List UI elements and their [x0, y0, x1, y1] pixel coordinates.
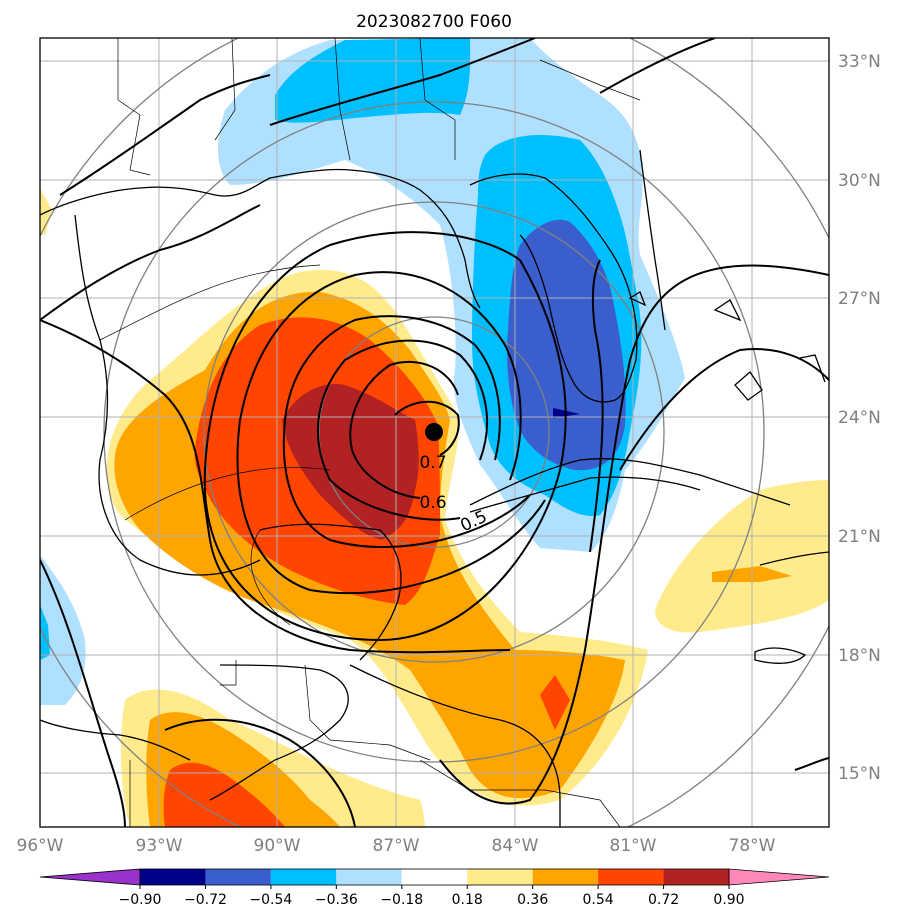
lat-tick: 33°N — [838, 52, 881, 72]
lat-tick: 21°N — [838, 527, 881, 547]
distance-rings — [40, 38, 829, 827]
colorbar-tick-label: 0.18 — [452, 892, 483, 908]
lat-tick-labels: 33°N 30°N 27°N 24°N 21°N 18°N 15°N — [838, 52, 881, 784]
colorbar-bin — [401, 869, 468, 885]
blue-region-west — [40, 605, 50, 660]
lon-tick: 90°W — [254, 836, 301, 856]
map-area: 0.7 0.6 0.5 — [40, 38, 829, 827]
colorbar-tick-label: −0.54 — [249, 892, 292, 908]
colorbar-tick-label: −0.36 — [315, 892, 358, 908]
map-title: 2023082700 F060 — [356, 12, 512, 32]
lon-tick: 93°W — [136, 836, 183, 856]
colorbar-bin — [467, 869, 533, 885]
lat-tick: 27°N — [838, 289, 881, 309]
colorbar-frame — [139, 868, 730, 886]
colorbar-bin — [270, 869, 337, 885]
contour-0-6 — [349, 360, 459, 499]
colorbar-tick-label: −0.90 — [119, 892, 162, 908]
lon-tick-labels: 96°W 93°W 90°W 87°W 84°W 81°W 78°W — [17, 836, 776, 856]
colorbar-bin — [663, 869, 729, 885]
colorbar-extend-high — [728, 868, 830, 886]
colorbar-tick-label: 0.72 — [648, 892, 679, 908]
lon-tick: 87°W — [373, 836, 420, 856]
contour-label-0-6: 0.6 — [419, 493, 446, 513]
coastlines — [40, 149, 829, 827]
light-blue-region-west — [40, 555, 86, 705]
borders — [99, 38, 641, 827]
lat-tick: 18°N — [838, 646, 881, 666]
contour-ring-2 — [203, 231, 567, 642]
red-spot-jamaica — [540, 675, 570, 730]
lon-tick: 96°W — [17, 836, 64, 856]
contour-ring-4 — [282, 315, 531, 548]
lat-tick: 24°N — [838, 408, 881, 428]
contour-0-5 — [317, 339, 488, 521]
colorbar: −0.90 −0.72 −0.54 −0.36 −0.18 0.18 0.36 0.54 0.7… — [39, 868, 830, 908]
yellow-region-east — [655, 480, 829, 633]
lon-tick: 81°W — [610, 836, 657, 856]
red-core-sw — [163, 762, 285, 827]
colorbar-tick-label: 0.36 — [517, 892, 548, 908]
lat-tick: 15°N — [838, 764, 881, 784]
contour-0-7 — [394, 400, 460, 456]
lon-tick: 78°W — [729, 836, 776, 856]
colorbar-bin — [205, 869, 271, 885]
colorbar-tick-label: 0.54 — [583, 892, 614, 908]
lat-tick: 30°N — [838, 171, 881, 191]
colorbar-bin — [532, 869, 599, 885]
colorbar-bin — [140, 869, 206, 885]
map-frame — [39, 37, 830, 828]
graticule — [40, 38, 829, 827]
colorbar-tick-label: 0.90 — [713, 892, 744, 908]
blue-region-north — [275, 38, 471, 123]
contours — [40, 38, 829, 827]
colorbar-extend-low — [39, 868, 141, 886]
contour-outer — [40, 319, 511, 654]
contour-ring-3 — [236, 271, 546, 595]
colorbar-bin — [598, 869, 664, 885]
colorbar-tick-label: −0.72 — [184, 892, 227, 908]
storm-center-marker — [425, 423, 443, 441]
lon-tick: 84°W — [492, 836, 539, 856]
colorbar-bin — [336, 869, 402, 885]
positive-field — [40, 188, 829, 827]
dark-red-region-main — [282, 384, 419, 540]
contour-label-0-7: 0.7 — [419, 453, 446, 473]
mid-blue-region-east — [507, 219, 626, 471]
colorbar-tick-label: −0.18 — [380, 892, 423, 908]
